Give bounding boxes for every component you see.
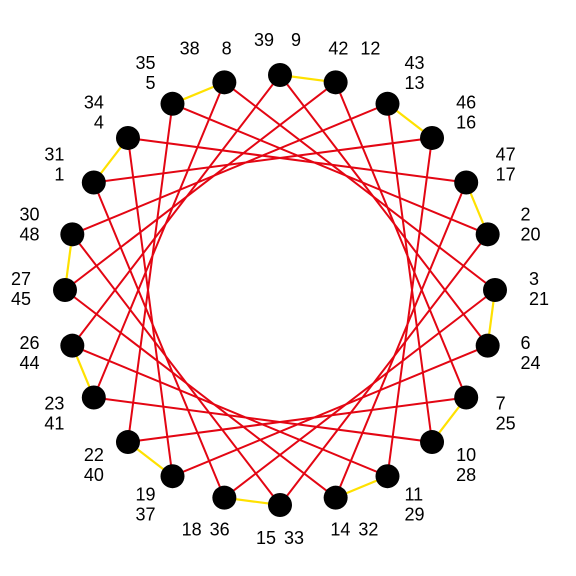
node-label-b: 40 [84,465,104,485]
chord-edge [388,104,433,442]
chord-edge [128,398,466,443]
node [116,430,140,454]
node [376,464,400,488]
chord-edge [128,138,466,183]
node-label-a: 27 [11,269,31,289]
node [116,126,140,150]
node [60,334,84,358]
chord-edge [94,82,225,397]
node-label-a: 35 [135,53,155,73]
node-label-b: 44 [19,353,39,373]
node-label-b: 29 [405,504,425,524]
chord-edge [72,104,387,235]
node-label-a: 22 [84,445,104,465]
node-label-b: 21 [529,289,549,309]
chord-edge [336,82,467,397]
node-label-a: 23 [44,393,64,413]
chord-edge [388,138,433,476]
chord-edge [65,290,336,498]
node-label-b: 36 [210,519,230,539]
node [161,464,185,488]
node-label-a: 19 [135,484,155,504]
node-label-a: 10 [456,445,476,465]
node [60,222,84,246]
chord-edge [224,82,495,290]
node [53,278,77,302]
node-label-a: 15 [256,528,276,548]
node-label-a: 31 [44,144,64,164]
node-label-a: 11 [405,484,424,504]
chord-edge [173,104,488,235]
node [420,430,444,454]
node-label-b: 8 [222,38,232,58]
node [324,70,348,94]
node-label-b: 17 [496,164,516,184]
node-label-b: 1 [54,164,64,184]
node-label-b: 4 [94,113,104,133]
node-label-b: 37 [135,504,155,524]
node-label-a: 18 [182,519,202,539]
spirograph-diagram: 3994212431346164717220321624725102811291… [0,0,576,576]
node-label-b: 45 [11,289,31,309]
node-label-b: 25 [496,413,516,433]
node-label-a: 34 [84,93,104,113]
chord-edge [224,290,495,498]
node-label-a: 26 [19,333,39,353]
node-label-b: 12 [360,38,380,58]
node-label-b: 9 [291,30,301,50]
node [82,171,106,195]
node [268,493,292,517]
node [268,63,292,87]
node-labels: 3994212431346164717220321624725102811291… [11,30,549,548]
node [454,171,478,195]
chord-edge [72,346,387,477]
node-label-a: 42 [328,38,348,58]
node-label-b: 24 [521,353,541,373]
chord-edge [128,138,173,476]
chord-edge [94,138,432,183]
node-label-b: 5 [145,73,155,93]
chord-edge [94,183,225,498]
nodes [53,63,507,517]
node-label-b: 32 [358,519,378,539]
node-label-a: 2 [521,204,531,224]
node-label-a: 14 [330,519,350,539]
node-label-a: 6 [521,333,531,353]
chord-edge [173,346,488,477]
node-label-b: 48 [19,224,39,244]
chord-edge [336,183,467,498]
node-label-b: 41 [44,413,64,433]
node [82,386,106,410]
node [212,486,236,510]
node [483,278,507,302]
node-label-b: 16 [456,113,476,133]
node [324,486,348,510]
node-label-a: 39 [254,30,274,50]
node [212,70,236,94]
node [454,386,478,410]
chord-edge [128,104,173,442]
node [476,222,500,246]
node [476,334,500,358]
node-label-a: 3 [529,269,539,289]
node-label-a: 46 [456,93,476,113]
chord-edge [94,398,432,443]
node [420,126,444,150]
node-label-b: 28 [456,465,476,485]
node-label-a: 30 [19,204,39,224]
node [376,92,400,116]
chord-edge [65,82,336,290]
node-label-b: 20 [521,224,541,244]
node-label-b: 13 [405,73,425,93]
node [161,92,185,116]
node-label-a: 38 [180,38,200,58]
node-label-a: 47 [496,144,516,164]
node-label-a: 7 [496,393,506,413]
node-label-b: 33 [284,528,304,548]
node-label-a: 43 [405,53,425,73]
